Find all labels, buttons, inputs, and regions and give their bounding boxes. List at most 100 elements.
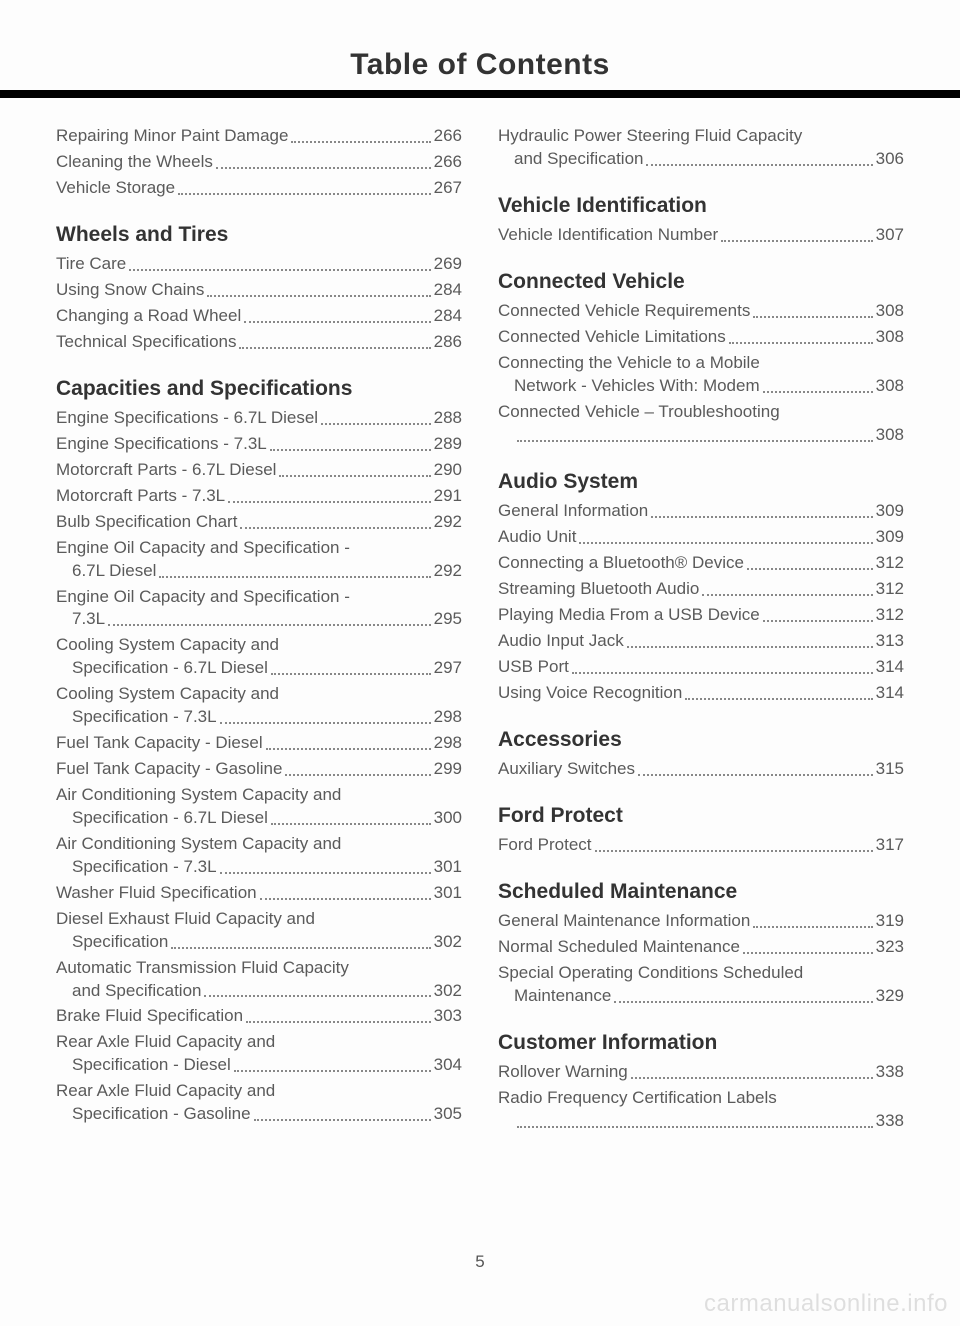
toc-entry-label: Streaming Bluetooth Audio: [498, 578, 699, 601]
leader-dots: [254, 1119, 431, 1121]
toc-entry-label: Radio Frequency Certification Labels: [498, 1087, 904, 1110]
toc-entry-label: Connected Vehicle – Troubleshooting: [498, 401, 904, 424]
columns: Repairing Minor Paint Damage266Cleaning …: [56, 122, 904, 1136]
toc-entry-page: 284: [434, 305, 462, 328]
leader-dots: [220, 872, 431, 874]
leader-dots: [239, 347, 430, 349]
page-title: Table of Contents: [56, 48, 904, 82]
leader-dots: [702, 594, 872, 596]
leader-dots: [260, 898, 431, 900]
toc-entry-label: Connecting the Vehicle to a Mobile: [498, 352, 904, 375]
toc-entry-label: Engine Specifications - 6.7L Diesel: [56, 407, 318, 430]
toc-entry: Rollover Warning338: [498, 1061, 904, 1084]
toc-entry-label: Using Voice Recognition: [498, 682, 682, 705]
toc-entry-page: 292: [434, 560, 462, 583]
toc-entry-page: 302: [434, 931, 462, 954]
toc-entry-sublabel: and Specification: [72, 980, 201, 1003]
leader-dots: [572, 672, 873, 674]
toc-entry: Connecting a Bluetooth® Device312: [498, 552, 904, 575]
toc-entry-sublabel: Maintenance: [514, 985, 611, 1008]
toc-entry: Connected Vehicle Limitations308: [498, 326, 904, 349]
section-heading: Accessories: [498, 727, 904, 752]
toc-entry-page: 266: [434, 125, 462, 148]
toc-entry-label: General Maintenance Information: [498, 910, 750, 933]
toc-entry-label: Ford Protect: [498, 834, 592, 857]
toc-entry-line2: 7.3L295: [56, 608, 462, 631]
leader-dots: [763, 620, 873, 622]
toc-entry: Hydraulic Power Steering Fluid Capacitya…: [498, 125, 904, 171]
toc-entry-line2: Specification - 7.3L301: [56, 856, 462, 879]
leader-dots: [285, 774, 430, 776]
toc-entry-line2: Specification - 6.7L Diesel297: [56, 657, 462, 680]
toc-entry: Vehicle Identification Number307: [498, 224, 904, 247]
toc-entry: Cleaning the Wheels266: [56, 151, 462, 174]
section-heading: Scheduled Maintenance: [498, 879, 904, 904]
leader-dots: [638, 774, 873, 776]
toc-entry: Technical Specifications286: [56, 331, 462, 354]
leader-dots: [721, 240, 872, 242]
toc-entry-page: 309: [876, 500, 904, 523]
right-column: Hydraulic Power Steering Fluid Capacitya…: [498, 122, 904, 1136]
toc-entry-page: 314: [876, 682, 904, 705]
leader-dots: [651, 516, 872, 518]
leader-dots: [729, 342, 873, 344]
toc-entry-page: 299: [434, 758, 462, 781]
leader-dots: [321, 423, 431, 425]
toc-entry-label: Normal Scheduled Maintenance: [498, 936, 740, 959]
leader-dots: [579, 542, 872, 544]
toc-entry: Washer Fluid Specification 301: [56, 882, 462, 905]
toc-entry-page: 312: [876, 578, 904, 601]
leader-dots: [246, 1021, 431, 1023]
toc-entry: Motorcraft Parts - 7.3L291: [56, 485, 462, 508]
section-heading: Ford Protect: [498, 803, 904, 828]
toc-entry: Ford Protect317: [498, 834, 904, 857]
toc-entry-line2: 6.7L Diesel 292: [56, 560, 462, 583]
toc-entry: USB Port314: [498, 656, 904, 679]
toc-entry-page: 298: [434, 706, 462, 729]
leader-dots: [129, 269, 430, 271]
toc-entry-page: 286: [434, 331, 462, 354]
section-heading: Connected Vehicle: [498, 269, 904, 294]
page: Table of Contents Repairing Minor Paint …: [0, 0, 960, 1326]
toc-entry-label: Vehicle Identification Number: [498, 224, 718, 247]
toc-entry-line2: and Specification306: [498, 148, 904, 171]
toc-entry-line2: Specification - Diesel304: [56, 1054, 462, 1077]
toc-entry-page: 298: [434, 732, 462, 755]
leader-dots: [220, 722, 431, 724]
toc-entry: Connected Vehicle Requirements308: [498, 300, 904, 323]
toc-entry: Using Snow Chains284: [56, 279, 462, 302]
toc-entry-page: 291: [434, 485, 462, 508]
toc-entry-label: Fuel Tank Capacity - Gasoline: [56, 758, 282, 781]
toc-entry-sublabel: 6.7L Diesel: [72, 560, 156, 583]
toc-entry-line2: and Specification 302: [56, 980, 462, 1003]
toc-entry-sublabel: Specification - 7.3L: [72, 856, 217, 879]
toc-entry: Rear Axle Fluid Capacity andSpecificatio…: [56, 1031, 462, 1077]
toc-entry-page: 266: [434, 151, 462, 174]
toc-entry-label: Cooling System Capacity and: [56, 634, 462, 657]
toc-entry-label: Washer Fluid Specification: [56, 882, 257, 905]
toc-entry-page: 313: [876, 630, 904, 653]
toc-entry-page: 267: [434, 177, 462, 200]
toc-entry-page: 315: [876, 758, 904, 781]
toc-entry-label: Changing a Road Wheel: [56, 305, 241, 328]
toc-entry-page: 308: [876, 375, 904, 398]
toc-entry-page: 297: [434, 657, 462, 680]
toc-entry-label: Connecting a Bluetooth® Device: [498, 552, 744, 575]
toc-entry-sublabel: and Specification: [514, 148, 643, 171]
toc-entry-label: Special Operating Conditions Scheduled: [498, 962, 904, 985]
left-column: Repairing Minor Paint Damage266Cleaning …: [56, 122, 462, 1136]
leader-dots: [517, 1126, 873, 1128]
toc-entry-page: 305: [434, 1103, 462, 1126]
toc-entry-page: 301: [434, 882, 462, 905]
leader-dots: [646, 164, 872, 166]
toc-entry: Diesel Exhaust Fluid Capacity andSpecifi…: [56, 908, 462, 954]
toc-entry-label: Engine Oil Capacity and Specification -: [56, 537, 462, 560]
toc-entry-line2: 308: [498, 424, 904, 447]
toc-entry-line2: Maintenance329: [498, 985, 904, 1008]
toc-entry-page: 302: [434, 980, 462, 1003]
toc-entry-line2: 338: [498, 1110, 904, 1133]
toc-entry-label: Rear Axle Fluid Capacity and: [56, 1031, 462, 1054]
toc-entry-label: Rollover Warning: [498, 1061, 628, 1084]
toc-entry: Using Voice Recognition 314: [498, 682, 904, 705]
toc-entry: Special Operating Conditions ScheduledMa…: [498, 962, 904, 1008]
